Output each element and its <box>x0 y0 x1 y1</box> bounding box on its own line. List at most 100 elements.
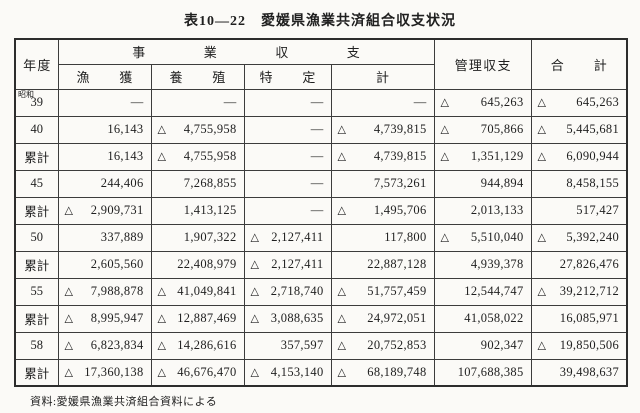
cell-specified: — <box>243 196 332 225</box>
cell-value: 2,127,411 <box>271 257 324 271</box>
cell-value: 5,510,040 <box>470 230 524 244</box>
year-label: 累計 <box>24 366 50 381</box>
negative-marker: △ <box>337 312 347 325</box>
cell-value: 6,090,944 <box>566 149 620 163</box>
cell-total: △ 645,263 <box>530 88 628 117</box>
year-label: 累計 <box>24 313 50 327</box>
cell-catch: △ 6,823,834 <box>57 331 152 360</box>
negative-marker: △ <box>64 204 74 217</box>
negative-marker: △ <box>337 366 347 379</box>
cell-aquaculture: 22,408,979 <box>150 250 245 279</box>
year-label: 50 <box>30 230 44 244</box>
negative-marker: △ <box>64 312 74 325</box>
cell-value: 705,866 <box>480 122 524 136</box>
cell-subtotal: 22,887,128 <box>330 250 435 279</box>
cell-catch: △ 8,995,947 <box>57 304 152 333</box>
year-cell: 40 <box>14 115 59 144</box>
cell-value: 39,212,712 <box>559 284 620 298</box>
cell-value: — <box>310 149 324 163</box>
cell-value: 2,127,411 <box>271 230 324 244</box>
cell-subtotal: △ 24,972,051 <box>330 304 435 333</box>
cell-value: 645,263 <box>576 95 620 109</box>
cell-total: △ 39,212,712 <box>530 277 628 306</box>
cell-aquaculture: △ 14,286,616 <box>150 331 245 360</box>
cell-value: 22,408,979 <box>177 257 237 271</box>
cell-catch: — <box>57 88 152 117</box>
cell-management: △ 1,351,129 <box>433 142 532 171</box>
cell-specified: △ 3,088,635 <box>243 304 332 333</box>
cell-value: 24,972,051 <box>367 311 427 325</box>
cell-aquaculture: △ 46,676,470 <box>150 358 245 387</box>
cell-specified: — <box>243 142 332 171</box>
negative-marker: △ <box>250 231 260 244</box>
cell-specified: — <box>243 115 332 144</box>
negative-marker: △ <box>64 366 74 379</box>
cell-value: 5,392,240 <box>566 230 620 244</box>
cell-value: 944,894 <box>480 176 524 190</box>
cell-value: 4,939,378 <box>470 257 524 271</box>
year-cell: 累計 <box>14 142 59 171</box>
cell-value: — <box>413 95 427 109</box>
cell-value: 337,889 <box>100 230 144 244</box>
year-cell: 累計 <box>14 358 59 387</box>
negative-marker: △ <box>157 339 167 352</box>
cell-aquaculture: △ 4,755,958 <box>150 142 245 171</box>
cell-catch: △ 17,360,138 <box>57 358 152 387</box>
cell-value: 2,718,740 <box>270 284 324 298</box>
negative-marker: △ <box>250 312 260 325</box>
cell-management: 2,013,133 <box>433 196 532 225</box>
cell-value: — <box>310 95 324 109</box>
cell-value: 51,757,459 <box>367 284 427 298</box>
negative-marker: △ <box>64 285 74 298</box>
cell-value: 6,823,834 <box>90 338 144 352</box>
cell-management: 4,939,378 <box>433 250 532 279</box>
cell-value: 1,351,129 <box>470 149 524 163</box>
negative-marker: △ <box>440 231 450 244</box>
table-row: 55 △ 7,988,878 △ 41,049,841 △ 2,718,740 △ 51,757… <box>14 277 628 306</box>
cell-value: 357,597 <box>280 338 324 352</box>
year-label: 40 <box>30 122 44 136</box>
cell-total: △ 5,445,681 <box>530 115 628 144</box>
cell-catch: 337,889 <box>57 223 152 252</box>
cell-catch: 244,406 <box>57 169 152 198</box>
table-row: 累計 2,605,560 22,408,979 △ 2,127,411 22,887,12… <box>14 250 628 279</box>
cell-total: △ 19,850,506 <box>530 331 628 360</box>
cell-value: 4,755,958 <box>183 149 237 163</box>
cell-value: 1,413,125 <box>183 203 237 217</box>
cell-catch: 16,143 <box>57 115 152 144</box>
cell-value: 5,445,681 <box>566 122 620 136</box>
page-title: 表10—22 愛媛県漁業共済組合収支状況 <box>184 14 456 29</box>
header-year: 年度 <box>14 38 59 90</box>
negative-marker: △ <box>537 231 547 244</box>
cell-aquaculture: — <box>150 88 245 117</box>
header-total: 合計 <box>530 38 628 90</box>
header-business: 事業収支 <box>57 38 435 65</box>
cell-value: 39,498,637 <box>559 364 620 379</box>
year-cell: 55 <box>14 277 59 306</box>
cell-value: 2,605,560 <box>90 257 144 271</box>
cell-specified: — <box>243 88 332 117</box>
year-label: 39 <box>30 95 44 109</box>
table-row: 40 16,143 △ 4,755,958 — △ 4,739,815 △ 705,866 △ 5,… <box>14 115 628 144</box>
table-row: 累計 △ 2,909,731 1,413,125 — △ 1,495,706 2,013,13… <box>14 196 628 225</box>
table-row: 昭和 39 — — — — △ 645,263 △ 645,263 <box>14 88 628 117</box>
table-row: 45 244,406 7,268,855 — 7,573,261 944,894 8,458… <box>14 169 628 198</box>
cell-value: 41,058,022 <box>464 311 524 325</box>
negative-marker: △ <box>537 96 547 109</box>
negative-marker: △ <box>337 285 347 298</box>
year-cell: 昭和 39 <box>14 88 59 117</box>
cell-management: △ 705,866 <box>433 115 532 144</box>
cell-value: — <box>223 95 237 109</box>
negative-marker: △ <box>440 96 450 109</box>
table-row: 累計 16,143 △ 4,755,958— △ 4,739,815 △ 1,351,129 △… <box>14 142 628 171</box>
year-label: 55 <box>30 284 44 298</box>
cell-value: 902,347 <box>480 338 524 352</box>
year-label: 58 <box>30 338 44 352</box>
source-note: 資料:愛媛県漁業共済組合資料による <box>30 396 218 408</box>
cell-value: 2,013,133 <box>470 203 524 217</box>
negative-marker: △ <box>64 339 74 352</box>
cell-value: 4,739,815 <box>373 122 427 136</box>
cell-value: 46,676,470 <box>177 364 237 379</box>
year-cell: 45 <box>14 169 59 198</box>
